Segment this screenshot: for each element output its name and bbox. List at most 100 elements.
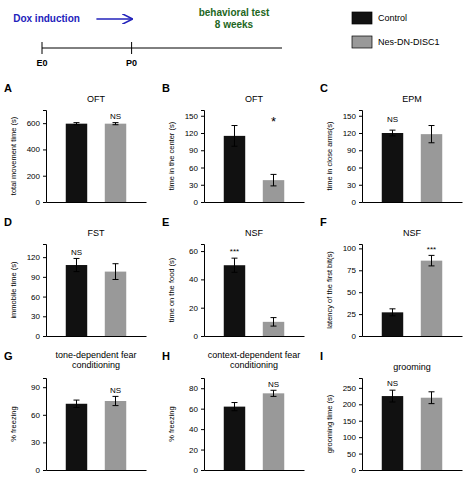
y-axis-title: % freezing xyxy=(167,406,176,441)
error-line xyxy=(392,390,393,402)
tick-mark xyxy=(359,270,362,271)
legend-swatch xyxy=(352,12,372,24)
panel-label: A xyxy=(4,82,12,94)
annotation: E0 xyxy=(36,58,47,68)
error-cap xyxy=(231,125,237,126)
y-axis: 020406080 xyxy=(189,379,204,476)
x-axis xyxy=(47,470,147,471)
text-line: OFT xyxy=(87,94,105,104)
error-cap xyxy=(429,142,435,143)
tick: 30 xyxy=(347,181,362,190)
tick-label: 20 xyxy=(189,446,198,455)
error-cap xyxy=(389,401,395,402)
tick-label: 60 xyxy=(189,405,198,414)
axis-line xyxy=(359,245,363,337)
y-axis: 0255075100 xyxy=(343,244,363,341)
axis-line xyxy=(47,202,147,203)
tick: 60 xyxy=(347,164,362,173)
tick-mark xyxy=(359,150,362,151)
tick-mark xyxy=(359,314,362,315)
legend: ControlNes-DN-DISC1 xyxy=(352,12,440,48)
title: grooming xyxy=(393,362,431,372)
axis-line xyxy=(43,379,47,471)
tick-mark xyxy=(43,257,46,258)
tick-mark xyxy=(201,168,204,169)
tick-label: 0 xyxy=(352,466,357,475)
y-axis-title: latency of the first bit(s) xyxy=(325,251,334,329)
tick-label: 150 xyxy=(185,112,199,121)
error-line xyxy=(392,309,393,316)
tick: 120 xyxy=(27,253,46,262)
text-line: grooming xyxy=(393,362,431,372)
bar xyxy=(66,265,87,336)
tick-mark xyxy=(201,116,204,117)
tick: 60 xyxy=(189,164,204,173)
bar xyxy=(66,404,87,470)
tick-label: 40 xyxy=(189,425,198,434)
tick-label: 30 xyxy=(31,312,40,321)
tick: 250 xyxy=(343,384,362,393)
error-cap xyxy=(113,396,119,397)
text-line: EPM xyxy=(402,94,422,104)
tick-label: 400 xyxy=(27,145,41,154)
bar xyxy=(421,261,442,336)
legend-item: Control xyxy=(352,12,407,24)
tick-mark xyxy=(201,388,204,389)
error-cap xyxy=(271,326,277,327)
tick: 200 xyxy=(27,172,46,181)
annotation: NS xyxy=(110,112,121,121)
tick-label: 60 xyxy=(189,247,198,256)
bar xyxy=(66,124,87,202)
tick-label: 0 xyxy=(36,466,41,475)
tick: 80 xyxy=(189,384,204,393)
error-line xyxy=(431,392,432,404)
y-axis-title: total movement time (s) xyxy=(9,116,18,195)
title: OFT xyxy=(87,94,105,104)
tick-label: 60 xyxy=(189,164,198,173)
axis-line xyxy=(201,379,205,471)
tick-mark xyxy=(43,415,46,416)
tick-label: 60 xyxy=(31,293,40,302)
annotation: * xyxy=(271,114,276,129)
plot-area xyxy=(66,258,126,336)
tick: 0 xyxy=(36,198,46,207)
bar xyxy=(382,133,403,202)
plot-area xyxy=(224,390,284,470)
annotation: NS xyxy=(71,248,82,257)
x-axis xyxy=(363,202,463,203)
panel-label: B xyxy=(162,82,170,94)
tick: 60 xyxy=(31,293,46,302)
error-bar xyxy=(429,126,435,143)
figure: Dox inductionE0P0behavioral test8 weeksC… xyxy=(0,0,474,482)
plot-area xyxy=(382,390,442,470)
error-line xyxy=(234,126,235,147)
tick-label: 60 xyxy=(347,164,356,173)
tick-mark xyxy=(359,116,362,117)
error-bar xyxy=(271,174,277,186)
title: EPM xyxy=(402,94,422,104)
y-axis: 0306090120150 xyxy=(343,111,363,208)
tick-mark xyxy=(359,454,362,455)
tick-label: 40 xyxy=(189,275,198,284)
tick: 120 xyxy=(343,129,362,138)
y-axis: 050100150200250 xyxy=(343,379,363,476)
tick-mark xyxy=(43,277,46,278)
tick-label: 600 xyxy=(27,119,41,128)
panel: 020406080% freezingcontext-dependent fea… xyxy=(167,350,305,475)
header: Dox inductionE0P0behavioral test8 weeks xyxy=(13,7,282,68)
title: OFT xyxy=(245,94,263,104)
error-line xyxy=(76,258,77,271)
tick-mark xyxy=(359,421,362,422)
error-cap xyxy=(73,407,79,408)
axis-line xyxy=(47,470,147,471)
tick-mark xyxy=(359,336,362,337)
annotation: Dox induction xyxy=(13,13,80,24)
error-cap xyxy=(73,124,79,125)
y-axis: 0306090120 xyxy=(27,245,47,342)
text-line: tone-dependent fear xyxy=(55,350,136,360)
error-cap xyxy=(231,272,237,273)
error-cap xyxy=(113,279,119,280)
bar xyxy=(382,312,403,336)
annotation: NS xyxy=(387,115,398,124)
arrow xyxy=(96,18,131,20)
